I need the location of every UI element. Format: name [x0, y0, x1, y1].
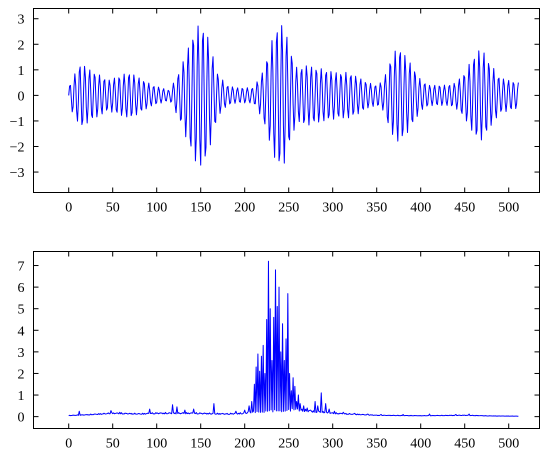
bottom-chart-x-tick-label: 200: [234, 437, 255, 452]
top-chart-x-tick-label: 400: [410, 201, 431, 216]
top-chart-x-tick-label: 100: [146, 201, 167, 216]
bottom-chart-y-tick-label: 0: [18, 411, 25, 426]
bottom-chart-x-tick-label: 100: [146, 437, 167, 452]
bottom-chart-ticks: [33, 251, 540, 429]
bottom-chart-x-tick-label: 50: [106, 437, 120, 452]
top-chart-panel: 0 50 100 150 200 250 300 350 400 450 500 −3 −2 −1 0 1 2 3: [10, 8, 540, 216]
bottom-chart-x-tick-label: 150: [190, 437, 211, 452]
bottom-chart-y-tick-label: 1: [18, 389, 25, 404]
bottom-chart-y-tick-label: 2: [18, 367, 25, 382]
top-chart-x-tick-label: 0: [65, 201, 72, 216]
top-chart-x-tick-label: 500: [498, 201, 519, 216]
top-chart-x-tick-label: 200: [234, 201, 255, 216]
bottom-chart-y-tick-label: 6: [18, 281, 25, 296]
bottom-chart-panel: 0 50 100 150 200 250 300 350 400 450 500 0 1 2 3 4 5 6 7: [18, 251, 540, 452]
bottom-chart-x-tick-label: 450: [454, 437, 475, 452]
top-chart-x-tick-label: 250: [278, 201, 299, 216]
top-chart-frame: [33, 8, 540, 193]
top-chart-x-tick-label: 450: [454, 201, 475, 216]
top-chart-y-tick-label: 0: [18, 89, 25, 104]
top-chart-y-tick-label: −1: [10, 115, 25, 130]
bottom-chart-x-tick-label: 250: [278, 437, 299, 452]
top-chart-x-tick-label: 300: [322, 201, 343, 216]
top-chart-tick-labels: 0 50 100 150 200 250 300 350 400 450 500 −3 −2 −1 0 1 2 3: [10, 13, 520, 216]
bottom-chart-x-tick-label: 0: [65, 437, 72, 452]
top-chart-y-tick-label: 3: [18, 13, 25, 28]
bottom-chart-y-tick-label: 7: [18, 260, 25, 275]
top-chart-y-tick-label: −3: [10, 166, 25, 181]
top-chart-y-tick-label: 2: [18, 38, 25, 53]
bottom-chart-frame: [33, 251, 540, 429]
bottom-chart-y-tick-label: 4: [18, 324, 25, 339]
top-chart-x-tick-label: 150: [190, 201, 211, 216]
top-chart-y-tick-label: 1: [18, 64, 25, 79]
bottom-chart-y-tick-label: 3: [18, 346, 25, 361]
top-chart-y-tick-label: −2: [10, 141, 25, 156]
top-chart-signal-line: [68, 25, 519, 166]
top-chart-x-tick-label: 50: [106, 201, 120, 216]
top-chart-x-tick-label: 350: [366, 201, 387, 216]
bottom-chart-x-tick-label: 350: [366, 437, 387, 452]
bottom-chart-x-tick-label: 400: [410, 437, 431, 452]
bottom-chart-x-tick-label: 500: [498, 437, 519, 452]
bottom-chart-y-tick-label: 5: [18, 303, 25, 318]
bottom-chart-spectrum-line: [68, 260, 519, 417]
bottom-chart-x-tick-label: 300: [322, 437, 343, 452]
top-chart-ticks: [33, 8, 540, 193]
bottom-chart-tick-labels: 0 50 100 150 200 250 300 350 400 450 500 0 1 2 3 4 5 6 7: [18, 260, 520, 452]
